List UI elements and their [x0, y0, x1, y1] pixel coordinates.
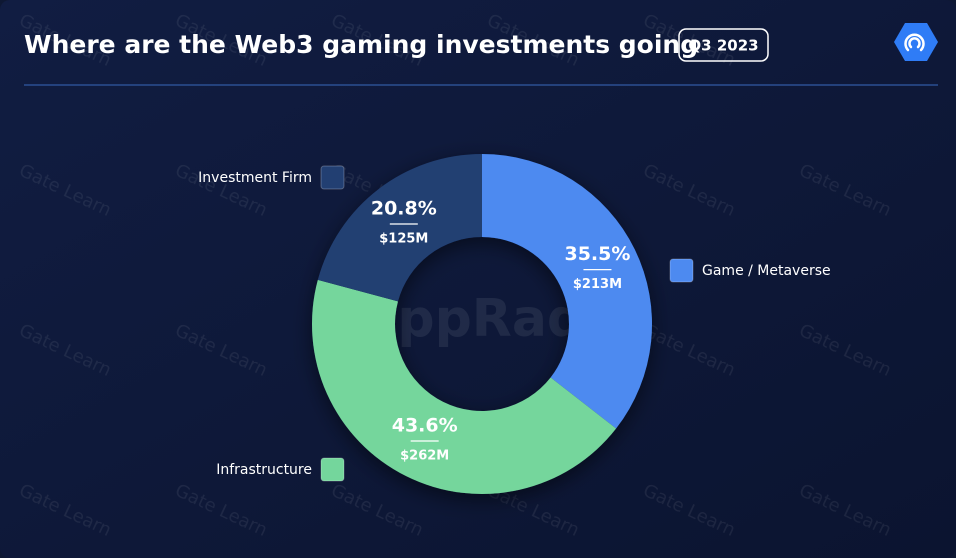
donut-slice	[482, 154, 652, 429]
amount-label: $125M	[379, 232, 428, 247]
chart-title: Where are the Web3 gaming investments go…	[24, 30, 698, 59]
badge-text: Q3 2023	[688, 37, 758, 55]
legend-label: Infrastructure	[216, 462, 312, 478]
value-label: 20.8%	[371, 198, 437, 220]
legend-swatch	[320, 165, 345, 190]
donut	[311, 154, 652, 495]
legend-label: Game / Metaverse	[702, 263, 831, 279]
donut-slice	[317, 154, 482, 302]
logo-mark	[904, 33, 925, 52]
legend-swatch	[669, 258, 694, 283]
value-label: 43.6%	[392, 415, 458, 437]
amount-label: $213M	[573, 277, 622, 292]
logo	[894, 23, 938, 61]
logo-hex	[894, 23, 938, 61]
labels: 35.5% $213M Game / Metaverse 43.6% $262M Infr…	[198, 165, 831, 482]
donut-slice	[311, 279, 617, 495]
legend-swatch	[320, 457, 345, 482]
badge	[678, 28, 769, 62]
value-label: 35.5%	[564, 243, 630, 265]
legend-label: Investment Firm	[198, 170, 312, 186]
amount-label: $262M	[400, 449, 449, 464]
